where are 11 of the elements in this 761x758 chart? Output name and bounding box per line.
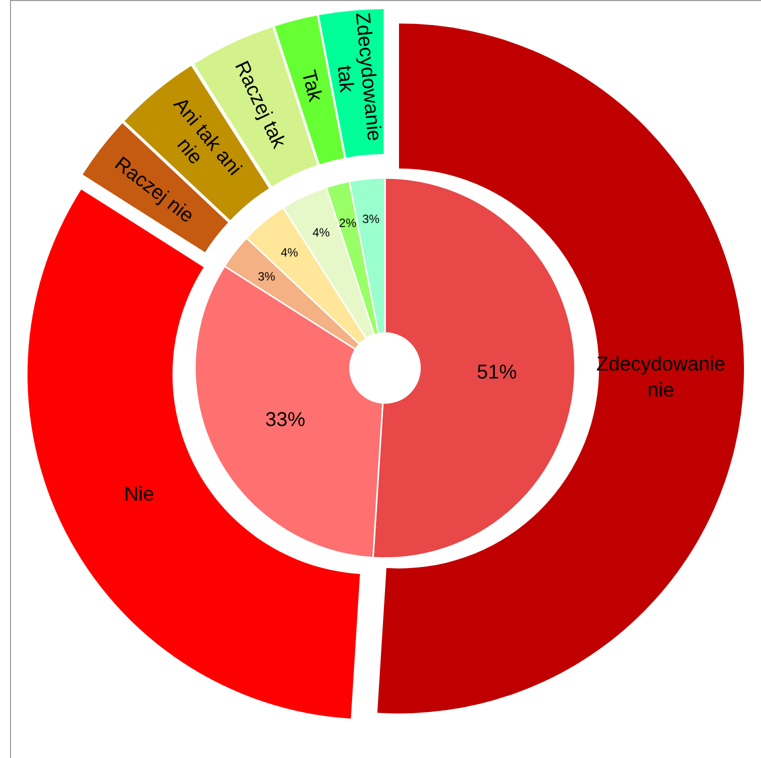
slice-label: Ani tak ani nie xyxy=(169,94,246,180)
data-label: 2% xyxy=(339,216,357,230)
slice-label: Zdecydowanie tak xyxy=(332,12,386,142)
data-label: 51% xyxy=(476,362,518,384)
data-label: 4% xyxy=(312,225,330,240)
data-label: 3% xyxy=(362,212,380,226)
data-label: 33% xyxy=(265,408,306,431)
data-label: 3% xyxy=(258,269,276,284)
slice-label: Nie xyxy=(124,483,154,506)
slice-label: Tak xyxy=(297,68,326,105)
data-label: 4% xyxy=(280,246,298,260)
